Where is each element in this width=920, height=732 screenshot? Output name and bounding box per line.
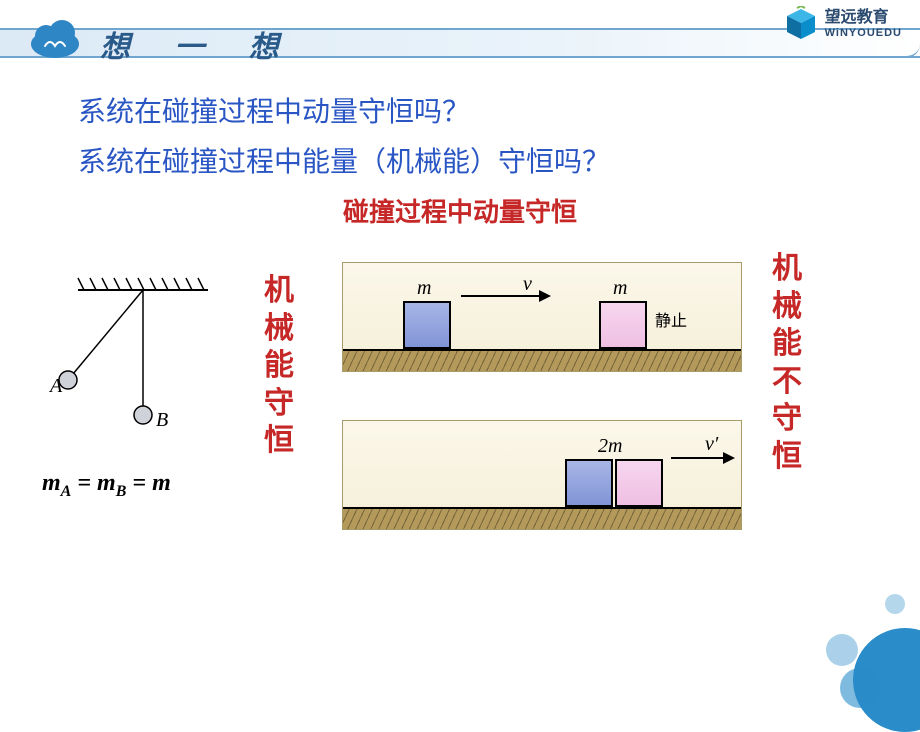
mech-energy-not-conserved-label: 机械能不守恒 bbox=[772, 250, 802, 475]
logo-text-en: WiNYOUEDU bbox=[825, 27, 902, 39]
brand-logo: 望远教育 WiNYOUEDU bbox=[783, 6, 902, 42]
block-right-after bbox=[615, 459, 663, 507]
block-left-before bbox=[403, 301, 451, 349]
mass-equation: mA = mB = m bbox=[42, 470, 171, 501]
cube-icon bbox=[783, 6, 819, 42]
velocity-label-before: v bbox=[523, 273, 532, 296]
question-2: 系统在碰撞过程中能量（机械能）守恒吗？ bbox=[78, 140, 610, 180]
cloud-icon bbox=[28, 18, 82, 62]
mass-label-left-before: m bbox=[417, 277, 431, 300]
pendulum-diagram: A B bbox=[48, 270, 248, 500]
block-left-after bbox=[565, 459, 613, 507]
mass-label-right-before: m bbox=[613, 277, 627, 300]
center-heading: 碰撞过程中动量守恒 bbox=[0, 192, 920, 229]
block-right-before bbox=[599, 301, 647, 349]
velocity-label-after: v′ bbox=[705, 433, 718, 456]
mech-energy-conserved-label: 机械能守恒 bbox=[264, 272, 294, 460]
bob-b-label: B bbox=[156, 409, 168, 431]
static-label: 静止 bbox=[655, 307, 687, 331]
collision-after-diagram: 2m v′ bbox=[342, 420, 742, 530]
logo-text-cn: 望远教育 bbox=[825, 9, 902, 27]
page-title: 想 一 想 bbox=[100, 22, 297, 66]
bob-a-label: A bbox=[48, 375, 63, 397]
mass-label-after: 2m bbox=[598, 435, 622, 458]
question-1: 系统在碰撞过程中动量守恒吗？ bbox=[78, 90, 470, 130]
collision-before-diagram: m v m 静止 bbox=[342, 262, 742, 372]
